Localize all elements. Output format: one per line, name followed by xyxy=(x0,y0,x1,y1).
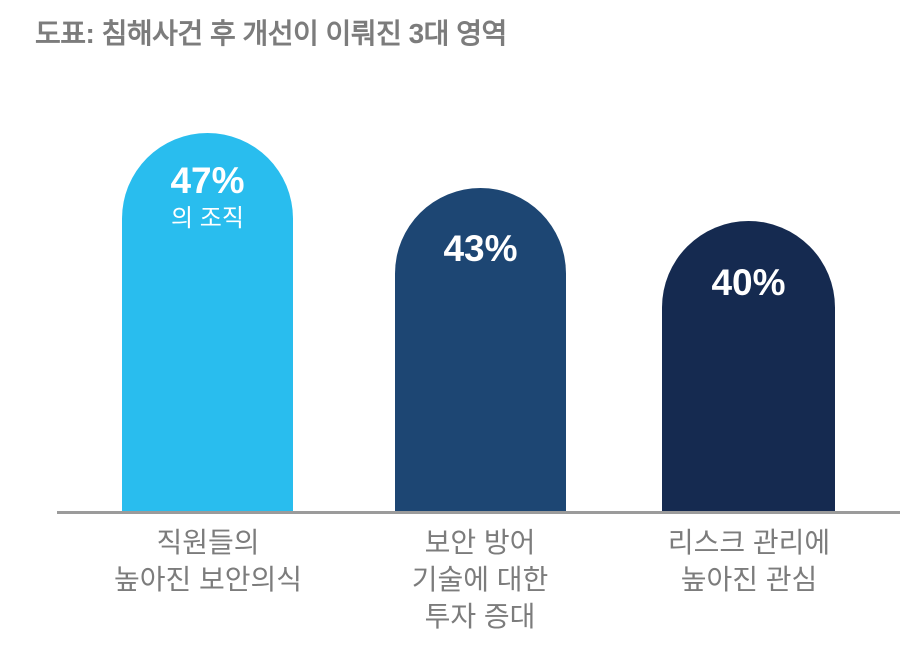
category-label-line: 리스크 관리에 xyxy=(667,527,831,558)
bar-value-label: 43% xyxy=(443,228,518,269)
bar-value-sublabel: 의 조직 xyxy=(171,204,244,232)
bar-risk-management-interest: 40% xyxy=(662,221,835,511)
category-label-line: 높아진 관심 xyxy=(680,564,818,595)
bar-value-label: 40% xyxy=(711,262,786,303)
category-label-line: 기술에 대한 xyxy=(411,564,549,595)
bar-value-label: 47% xyxy=(170,160,245,201)
category-label-line: 직원들의 xyxy=(156,527,260,558)
chart-title: 도표: 침해사건 후 개선이 이뤄진 3대 영역 xyxy=(35,18,507,49)
category-label-line: 보안 방어 xyxy=(424,527,536,558)
category-label-line: 높아진 보안의식 xyxy=(113,564,303,595)
category-label-risk-management-interest: 리스크 관리에 높아진 관심 xyxy=(599,524,899,598)
category-label-security-tech-investment: 보안 방어 기술에 대한 투자 증대 xyxy=(330,524,630,635)
category-label-employee-awareness: 직원들의 높아진 보안의식 xyxy=(58,524,358,598)
bar-security-tech-investment: 43% xyxy=(395,188,566,511)
x-axis-line xyxy=(57,511,900,514)
category-label-line: 투자 증대 xyxy=(424,601,536,632)
bar-employee-awareness: 47% 의 조직 xyxy=(122,133,293,511)
